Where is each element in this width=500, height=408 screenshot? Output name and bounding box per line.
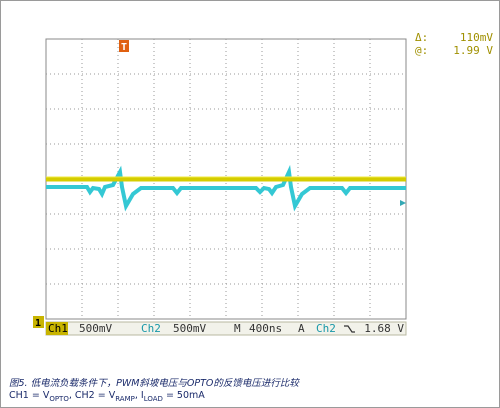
ch2-scale: 500mV <box>173 322 206 335</box>
ch1-label: Ch1 <box>48 322 68 335</box>
ch1-scale: 500mV <box>79 322 112 335</box>
caption-subscript: OPTO <box>49 394 69 403</box>
at-label: @: <box>415 44 428 57</box>
delta-label: Δ: <box>415 31 428 44</box>
ch2-label: Ch2 <box>141 322 161 335</box>
readouts: Δ: 110mV @: 1.99 V <box>415 31 493 57</box>
caption-text: = 50mA <box>162 390 205 401</box>
at-value: 1.99 V <box>453 44 493 57</box>
trigger-marker: T <box>121 42 127 53</box>
delta-value: 110mV <box>460 31 493 44</box>
caption-line2: CH1 = VOPTO, CH2 = VRAMP, ILOAD = 50mA <box>9 390 205 403</box>
ch1-marker-box <box>33 316 44 328</box>
caption-text: CH1 = V <box>9 390 50 401</box>
caption-line1: 图5. 低电流负载条件下，PWM斜坡电压与OPTO的反馈电压进行比较 <box>9 378 299 389</box>
timebase: 400ns <box>249 322 282 335</box>
ch1-marker: 1 <box>35 318 41 329</box>
trigger-slope-icon <box>344 325 355 333</box>
timebase-label: M <box>234 322 241 335</box>
trigger-level: 1.68 V <box>364 322 404 335</box>
ch2-level-marker <box>400 200 406 206</box>
caption-text: , CH2 = V <box>68 390 116 401</box>
trigger-source: Ch2 <box>316 322 336 335</box>
scope-screen: T 1 Δ: 110mV @: 1.99 V Ch1 500mV Ch2 500… <box>33 31 493 336</box>
ch1-badge <box>46 322 68 335</box>
trigger-marker-box <box>119 40 129 52</box>
caption-subscript: LOAD <box>143 394 163 403</box>
caption-subscript: RAMP <box>115 394 135 403</box>
ch2-waveform <box>46 164 406 212</box>
trigger-mode: A <box>298 322 305 335</box>
caption-text: , I <box>134 390 144 401</box>
